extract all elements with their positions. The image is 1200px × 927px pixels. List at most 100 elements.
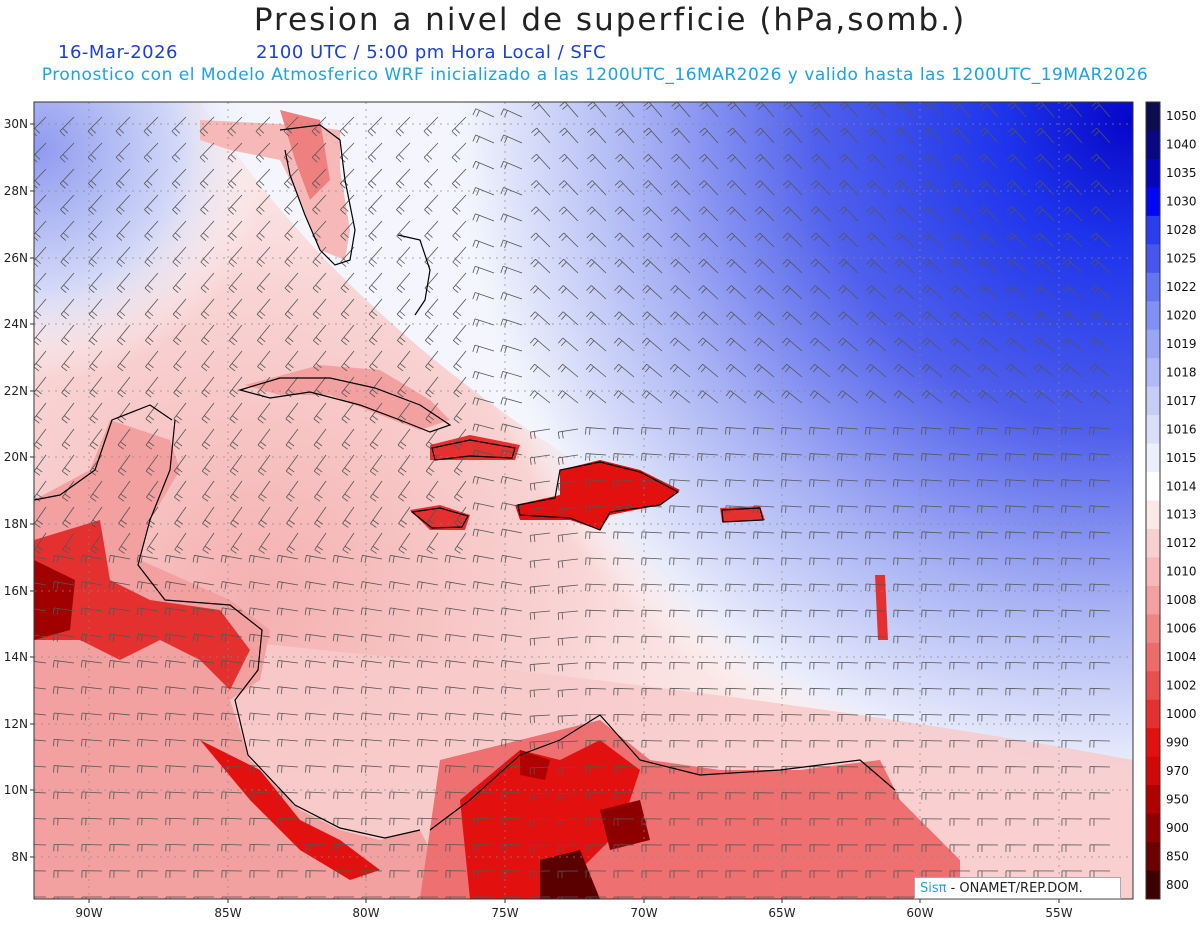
wind-barb — [726, 232, 747, 248]
wind-barb — [249, 844, 271, 852]
wind-barb — [922, 285, 943, 300]
wind-barb — [417, 844, 439, 852]
wind-barb — [313, 350, 327, 372]
wind-barb — [136, 607, 159, 616]
wind-barb — [697, 792, 719, 800]
wind-barb — [586, 180, 607, 196]
wind-barb — [1006, 232, 1027, 248]
wind-barb — [452, 272, 467, 294]
wind-barb — [199, 168, 215, 189]
wind-barb — [144, 246, 159, 267]
wind-barb — [145, 402, 159, 424]
wind-barb — [229, 402, 243, 424]
wind-barb — [367, 116, 383, 137]
wind-barb — [893, 531, 915, 540]
lon-label: 90W — [75, 906, 102, 920]
wind-barb — [837, 557, 859, 566]
wind-barb — [370, 480, 383, 502]
wind-barb — [1033, 687, 1055, 696]
wind-barb — [922, 232, 943, 248]
wind-barb — [34, 168, 47, 189]
wind-barb — [108, 607, 131, 616]
sispi-logo-text: Sisπ — [920, 881, 947, 896]
wind-barb — [558, 206, 579, 222]
wind-barb — [500, 712, 523, 721]
wind-barb — [500, 528, 523, 537]
wind-barb — [1005, 870, 1027, 878]
wind-barb — [500, 370, 523, 380]
wind-barb — [472, 633, 495, 642]
wind-barb — [34, 739, 47, 742]
wind-barb — [137, 765, 159, 773]
wind-barb — [361, 870, 383, 878]
wind-barb — [641, 557, 663, 566]
wind-barb — [1089, 531, 1111, 540]
wind-barb — [229, 376, 243, 398]
wind-barb — [865, 505, 887, 513]
wind-barb — [530, 232, 551, 248]
wind-barb — [558, 311, 579, 326]
lat-label: 22N — [4, 384, 28, 398]
wind-barb — [1005, 609, 1027, 618]
wind-barb — [445, 791, 467, 800]
wind-barb — [360, 633, 383, 642]
wind-barb — [1089, 583, 1111, 592]
colorbar-label: 1010 — [1166, 565, 1197, 579]
wind-barb — [585, 505, 607, 513]
wind-barb — [670, 180, 691, 196]
colorbar-swatch — [1146, 358, 1160, 388]
wind-barb — [837, 713, 859, 722]
plot-frame — [33, 101, 1134, 900]
wind-barb — [256, 272, 271, 294]
wind-barb — [172, 298, 187, 320]
wind-barb — [867, 153, 887, 170]
colorbar-label: 1035 — [1166, 166, 1197, 180]
wind-barb — [255, 142, 271, 163]
wind-barb — [923, 102, 943, 118]
wind-barb — [1061, 766, 1083, 774]
wind-barb — [118, 480, 131, 502]
wind-barb — [977, 818, 999, 826]
wind-barb — [172, 220, 187, 241]
wind-barb — [755, 127, 775, 144]
wind-barb — [174, 506, 187, 528]
wind-barb — [227, 168, 243, 189]
wind-barb — [669, 390, 691, 404]
colorbar-label: 1015 — [1166, 451, 1197, 465]
wind-barb — [697, 363, 719, 378]
wind-barb — [332, 686, 355, 695]
wind-barb — [1061, 557, 1083, 566]
wind-barb — [424, 298, 439, 320]
wind-barb — [529, 584, 551, 595]
wind-barb — [921, 766, 943, 774]
wind-barb — [529, 688, 551, 698]
wind-barb — [949, 766, 971, 774]
wind-barb — [753, 870, 775, 878]
wind-barb — [88, 272, 103, 294]
wind-barb — [501, 870, 523, 878]
wind-barb — [341, 376, 355, 398]
wind-barb — [88, 324, 103, 346]
wind-barb — [500, 265, 523, 275]
onamet-logo: Sisπ - ONAMET/REP.DOM. — [914, 877, 1121, 899]
wind-barb — [810, 206, 831, 222]
wind-barb — [811, 153, 831, 170]
wind-barb — [809, 363, 831, 378]
wind-barb — [615, 153, 635, 170]
wind-barb — [585, 766, 607, 774]
wind-barb — [389, 844, 411, 852]
wind-barb — [341, 350, 355, 372]
wind-barb — [1061, 390, 1083, 404]
wind-barb — [1089, 635, 1111, 644]
wind-barb — [109, 896, 131, 899]
lat-label: 26N — [4, 251, 28, 265]
wind-barb — [753, 896, 775, 899]
lat-label: 18N — [4, 517, 28, 531]
wind-barb — [530, 311, 551, 326]
wind-barb — [557, 688, 579, 698]
colorbar-label: 1014 — [1166, 479, 1197, 493]
wind-barb — [921, 844, 943, 852]
wind-barb — [361, 791, 383, 800]
wind-barb — [1091, 102, 1111, 118]
wind-barb — [500, 660, 523, 668]
